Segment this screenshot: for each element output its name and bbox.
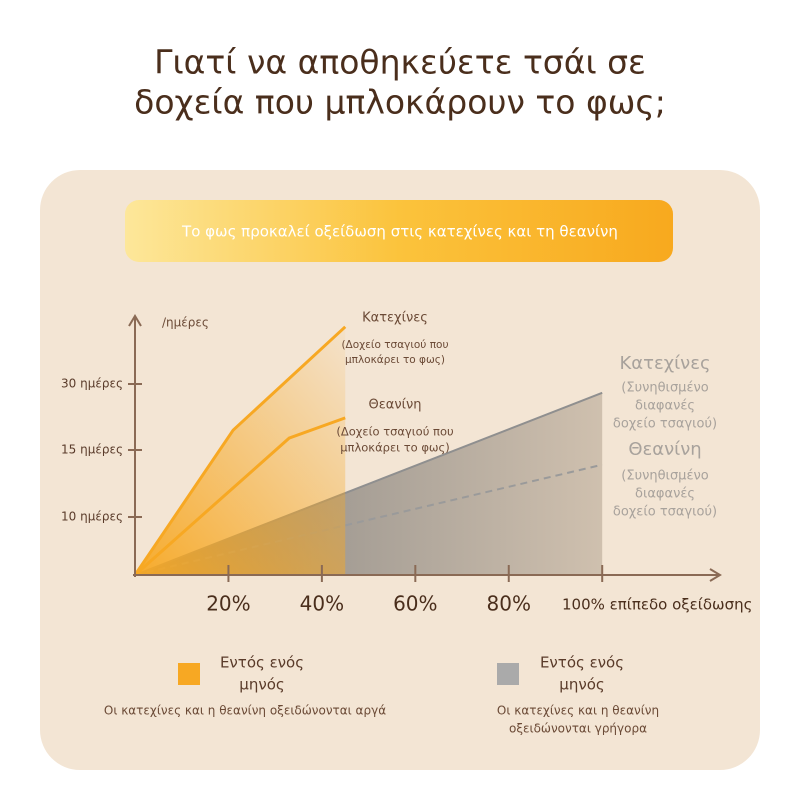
legend-title: μηνός [559,676,604,694]
plot [133,325,603,577]
x-tick-label: 80% [487,592,531,616]
series-note: δοχείο τσαγιού) [613,417,717,432]
line [133,325,347,576]
series-note: (Συνηθισμένο [621,381,708,396]
y-arrow [128,314,142,327]
legend-title: Εντός ενός [220,654,304,672]
y-tick-label: 15 ημέρες [61,443,123,457]
line [134,416,346,577]
legend-swatch [497,663,519,685]
title-line: Γιατί να αποθηκεύετε τσάι σε [154,43,646,82]
series-name: Κατεχίνες [619,353,710,374]
banner [125,200,673,262]
legend-text: οξειδώνονται γρήγορα [509,722,647,736]
series-note: (Δοχείο τσαγιού που [336,425,453,439]
legend-text: Οι κατεχίνες και η θεανίνη οξειδώνονται … [104,704,386,718]
x-tick-label: 20% [206,592,250,616]
legend-title: Εντός ενός [540,654,624,672]
legend-swatch [178,663,200,685]
series-note: διαφανές [635,399,695,414]
x-arrow [709,568,722,582]
series-note: (Δοχείο τσαγιού που [341,339,448,351]
card [40,170,760,770]
series-name: Θεανίνη [628,439,701,460]
series-name: Κατεχίνες [362,311,428,326]
subtitle: Το φως προκαλεί οξείδωση στις κατεχίνες … [181,223,618,241]
line [134,463,603,576]
x-tick-label: 40% [300,592,344,616]
series-note: διαφανές [635,487,695,502]
x-tick-label: 60% [393,592,437,616]
series-name: Θεανίνη [369,398,422,413]
series-note: δοχείο τσαγιού) [613,505,717,520]
legend-title: μηνός [239,676,284,694]
y-tick-label: 30 ημέρες [61,377,123,391]
y-tick-label: 10 ημέρες [61,510,123,524]
series-note: (Συνηθισμένο [621,469,708,484]
area [135,326,346,575]
x-tick-label: 100% επίπεδο οξείδωσης [562,596,752,614]
series-note: μπλοκάρει το φως) [340,441,450,455]
series-note: μπλοκάρει το φως) [345,354,445,366]
legend-text: Οι κατεχίνες και η θεανίνη [497,704,659,718]
title-line: δοχεία που μπλοκάρουν το φως; [134,83,666,122]
y-label: /ημέρες [162,316,209,330]
